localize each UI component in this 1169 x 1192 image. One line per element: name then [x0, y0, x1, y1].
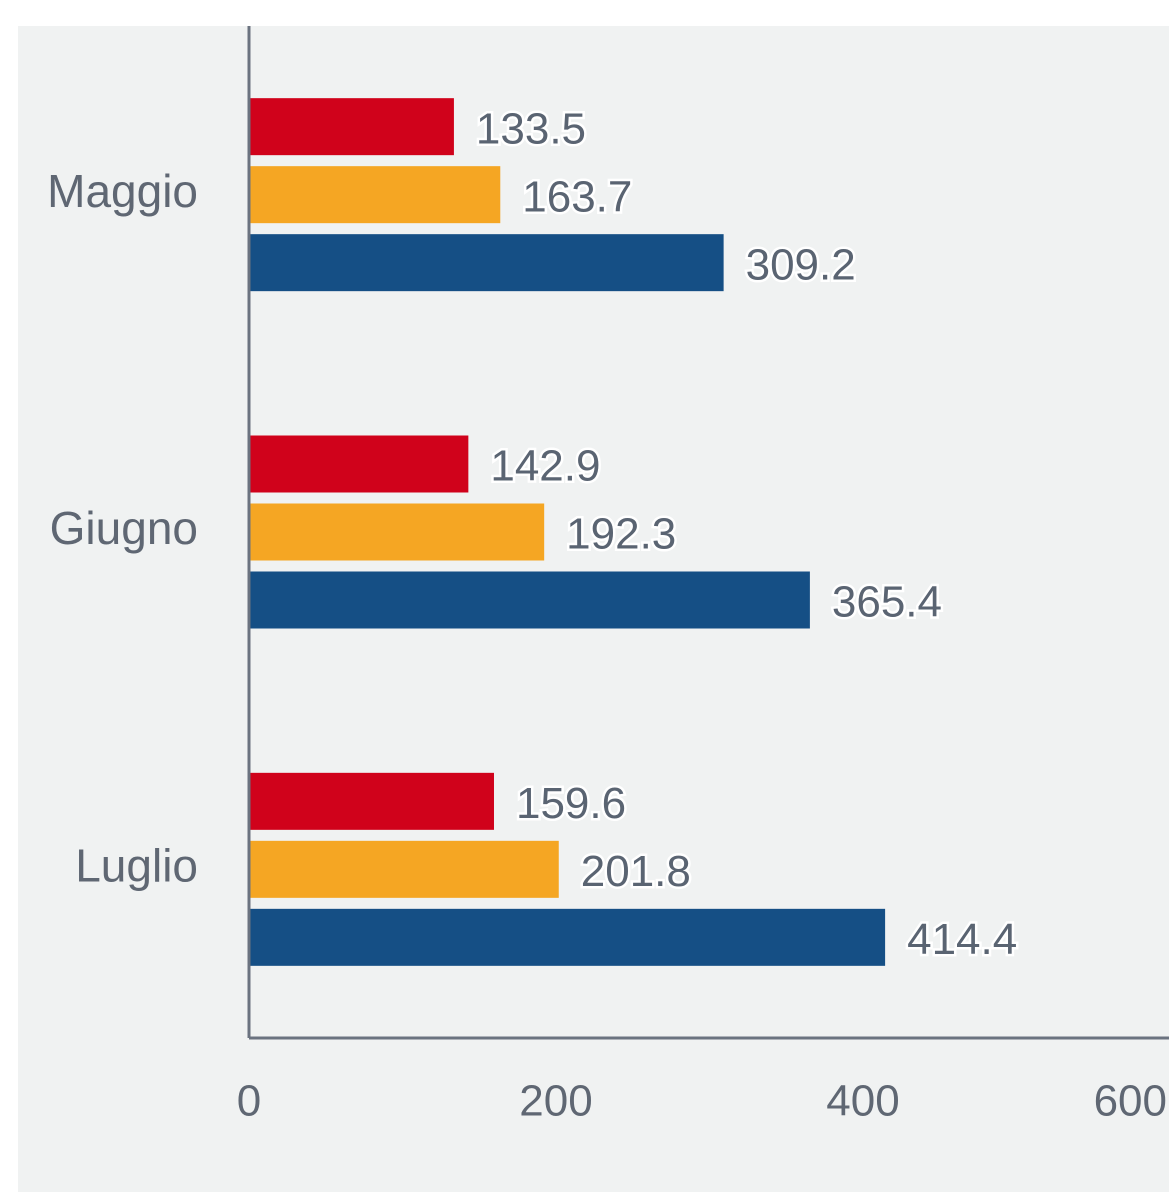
x-tick-label: 200 — [519, 1077, 592, 1126]
value-label: 192.3 — [566, 510, 676, 559]
bar — [249, 908, 886, 966]
x-tick-label: 400 — [826, 1077, 899, 1126]
value-label: 365.4 — [832, 578, 942, 627]
value-label: 163.7 — [522, 172, 632, 221]
value-label: 201.8 — [581, 847, 691, 896]
value-label: 142.9 — [490, 442, 600, 491]
bar — [249, 98, 454, 156]
bar — [249, 166, 501, 224]
y-tick-label: Giugno — [50, 502, 198, 554]
value-label: 133.5 — [476, 104, 586, 153]
bar — [249, 571, 810, 629]
value-label: 309.2 — [746, 240, 856, 289]
y-tick-label: Luglio — [75, 839, 198, 891]
value-label: 414.4 — [907, 915, 1017, 964]
bar — [249, 772, 494, 830]
value-label: 159.6 — [516, 779, 626, 828]
bar — [249, 503, 545, 561]
x-tick-label: 600 — [1094, 1077, 1167, 1126]
x-tick-label: 0 — [237, 1077, 261, 1126]
bar — [249, 840, 559, 898]
y-tick-label: Maggio — [47, 165, 198, 217]
bar — [249, 435, 469, 493]
bar — [249, 234, 724, 292]
